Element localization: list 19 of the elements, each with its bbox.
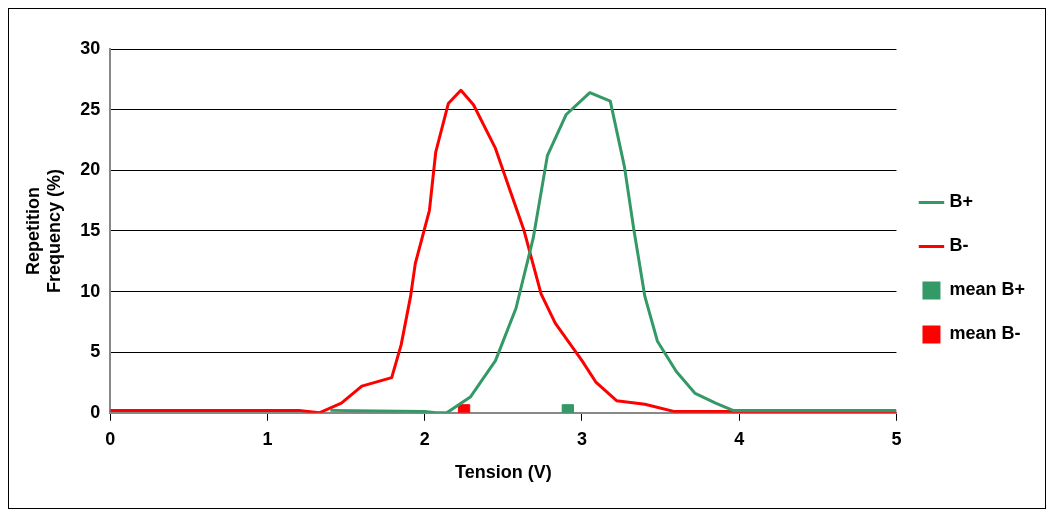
legend-label: mean B+	[949, 279, 1026, 300]
y-tick-label: 30	[80, 37, 101, 58]
x-axis-title: Tension (V)	[455, 462, 552, 483]
legend-label: B+	[949, 191, 973, 212]
x-tick-label: 2	[419, 428, 430, 449]
y-axis-title: Repetition Frequency (%)	[22, 168, 65, 293]
x-tick-label: 3	[576, 428, 587, 449]
y-tick-label: 20	[80, 159, 101, 180]
x-tick-label: 5	[891, 428, 902, 449]
x-tick-label: 1	[262, 428, 273, 449]
y-tick-label: 10	[80, 280, 101, 301]
x-tick-label: 4	[734, 428, 745, 449]
y-tick-label: 25	[80, 98, 101, 119]
y-tick-label: 15	[80, 219, 101, 240]
y-tick-label: 5	[90, 341, 101, 362]
legend-label: B-	[949, 235, 969, 256]
x-tick-label: 0	[105, 428, 116, 449]
legend-label: mean B-	[949, 323, 1021, 344]
y-tick-label: 0	[90, 401, 101, 422]
